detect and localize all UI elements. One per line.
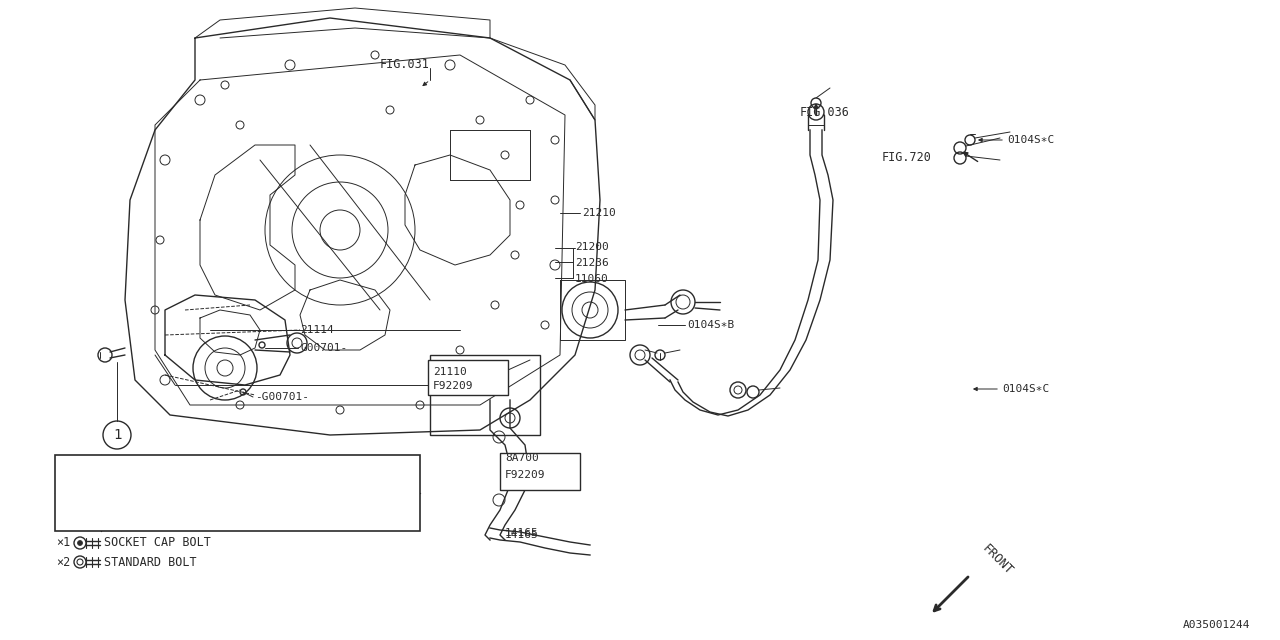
Text: FIG.031: FIG.031 bbox=[380, 58, 430, 70]
Text: 21200: 21200 bbox=[575, 242, 609, 252]
Text: ×2 J10696 （’11MY1009- ）: ×2 J10696 （’11MY1009- ） bbox=[108, 469, 262, 479]
Text: ×1: ×1 bbox=[56, 536, 70, 550]
Text: 8A700: 8A700 bbox=[506, 455, 539, 465]
Text: 21110: 21110 bbox=[433, 362, 467, 372]
Bar bbox=[428, 360, 508, 395]
Text: 8A700: 8A700 bbox=[506, 453, 539, 463]
Text: F92209: F92209 bbox=[433, 381, 474, 391]
Text: SOCKET CAP BOLT: SOCKET CAP BOLT bbox=[104, 536, 211, 550]
Text: 11060: 11060 bbox=[575, 274, 609, 284]
Text: 0104S∗C: 0104S∗C bbox=[1002, 384, 1050, 394]
Text: 0104S∗C: 0104S∗C bbox=[1007, 135, 1055, 145]
Text: A035001244: A035001244 bbox=[1183, 620, 1251, 630]
Text: 21236: 21236 bbox=[575, 258, 609, 268]
Text: 1: 1 bbox=[74, 486, 82, 500]
Text: FRONT: FRONT bbox=[980, 542, 1016, 578]
Bar bbox=[430, 355, 540, 435]
FancyBboxPatch shape bbox=[55, 455, 420, 531]
Text: 21110: 21110 bbox=[433, 367, 467, 377]
Text: 14165: 14165 bbox=[506, 530, 539, 540]
Text: STANDARD BOLT: STANDARD BOLT bbox=[104, 556, 197, 568]
Text: FIG.720: FIG.720 bbox=[882, 150, 932, 163]
Text: 21114: 21114 bbox=[300, 325, 334, 335]
Text: 21210: 21210 bbox=[582, 208, 616, 218]
Text: 0104S∗B: 0104S∗B bbox=[687, 320, 735, 330]
Bar bbox=[500, 453, 580, 490]
Text: F92209: F92209 bbox=[506, 470, 545, 480]
Text: -G00701-: -G00701- bbox=[255, 392, 308, 402]
Text: ×1 A40607（ -’11MY1009）: ×1 A40607（ -’11MY1009） bbox=[108, 507, 256, 517]
Text: 1: 1 bbox=[113, 428, 122, 442]
Text: F92209: F92209 bbox=[433, 376, 474, 386]
Circle shape bbox=[78, 541, 82, 545]
Text: G00701-: G00701- bbox=[300, 343, 347, 353]
Text: 14165: 14165 bbox=[506, 528, 539, 538]
Text: F92209: F92209 bbox=[506, 469, 545, 479]
Text: FIG.036: FIG.036 bbox=[800, 106, 850, 118]
Text: ×2: ×2 bbox=[56, 556, 70, 568]
